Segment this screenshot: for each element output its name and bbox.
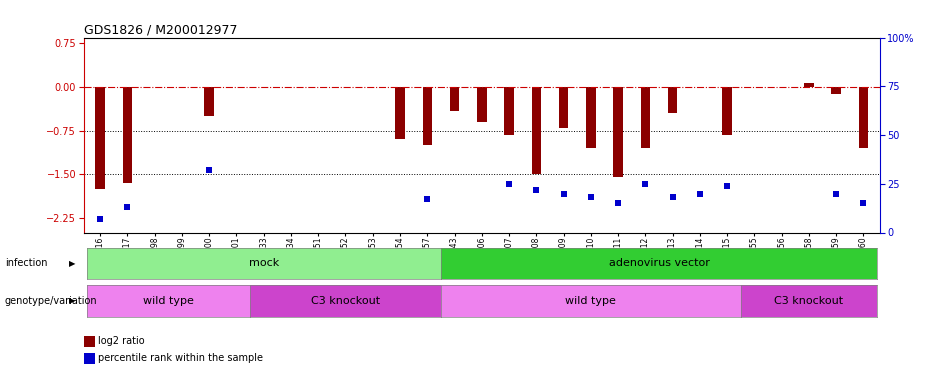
- Bar: [668, 87, 678, 113]
- Bar: [532, 87, 541, 174]
- Bar: [586, 87, 596, 148]
- Text: C3 knockout: C3 knockout: [311, 296, 380, 306]
- Bar: [477, 87, 487, 122]
- Bar: [205, 87, 214, 116]
- Bar: [450, 87, 459, 111]
- Text: wild type: wild type: [565, 296, 616, 306]
- Bar: [396, 87, 405, 140]
- Text: adenovirus vector: adenovirus vector: [609, 258, 709, 268]
- Text: infection: infection: [5, 258, 47, 268]
- Text: percentile rank within the sample: percentile rank within the sample: [98, 353, 263, 363]
- Text: ▶: ▶: [69, 296, 75, 305]
- Text: GDS1826 / M200012977: GDS1826 / M200012977: [84, 23, 237, 36]
- Bar: [423, 87, 432, 145]
- Bar: [505, 87, 514, 135]
- Bar: [831, 87, 841, 94]
- Text: genotype/variation: genotype/variation: [5, 296, 97, 306]
- Bar: [858, 87, 869, 148]
- Bar: [804, 84, 814, 87]
- Text: mock: mock: [249, 258, 278, 268]
- Text: wild type: wild type: [142, 296, 194, 306]
- Text: log2 ratio: log2 ratio: [98, 336, 144, 346]
- Bar: [559, 87, 568, 128]
- Bar: [722, 87, 732, 135]
- Bar: [614, 87, 623, 177]
- Bar: [641, 87, 650, 148]
- Text: ▶: ▶: [69, 259, 75, 268]
- Bar: [95, 87, 105, 189]
- Bar: [123, 87, 132, 183]
- Text: C3 knockout: C3 knockout: [775, 296, 843, 306]
